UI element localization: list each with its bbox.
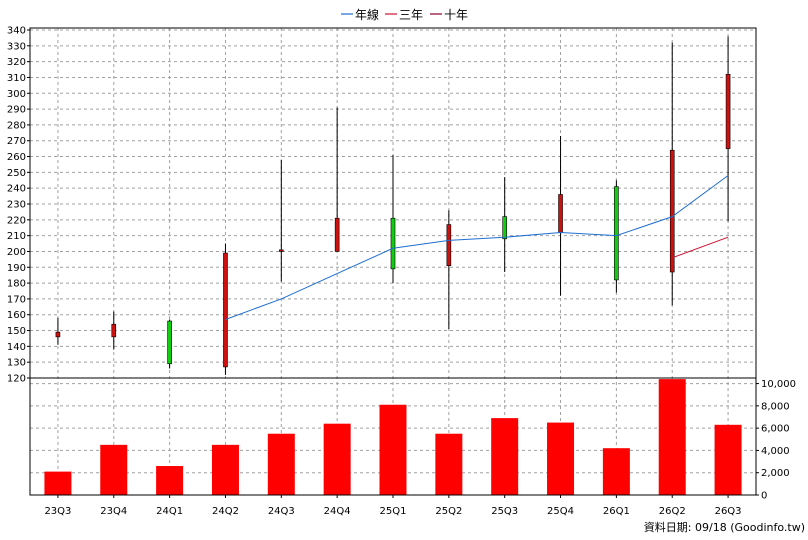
price-axis: 120 130 140 150 160 170 180 190 200 210 220 230 240 2…	[7, 26, 30, 385]
x-tick-label: 24Q2	[212, 506, 239, 517]
candle-body	[390, 217, 396, 270]
price-tick-label: 300	[7, 89, 26, 100]
volume-bar	[435, 433, 463, 495]
legend-label-three-year: 三年	[399, 8, 423, 22]
price-tick-label: 220	[7, 215, 26, 226]
price-tick-label: 340	[7, 26, 26, 37]
price-tick-label: 280	[7, 120, 26, 131]
volume-tick-label: 4,000	[761, 446, 790, 457]
volume-bar	[267, 433, 295, 495]
price-tick-label: 310	[7, 73, 26, 84]
volume-bar	[211, 444, 239, 495]
candle-body	[55, 331, 61, 338]
x-tick-label: 23Q4	[100, 506, 127, 517]
x-tick-label: 25Q3	[491, 506, 518, 517]
price-tick-label: 320	[7, 57, 26, 68]
volume-tick-label: 0	[761, 491, 767, 502]
volume-bar	[44, 471, 72, 495]
volume-tick-label: 10,000	[761, 379, 796, 390]
plot-frame	[29, 27, 757, 496]
candle-body	[111, 323, 117, 338]
candle-body	[223, 252, 228, 368]
legend-label-ten-year: 十年	[444, 8, 468, 22]
volume-axis: 0 2,000 4,000 6,000 8,000 10,000	[756, 379, 796, 502]
candle	[502, 177, 507, 273]
price-tick-label: 120	[7, 374, 26, 385]
volume-tick-label: 8,000	[761, 401, 790, 412]
x-tick-label: 24Q4	[324, 506, 351, 517]
volume-bar	[100, 444, 128, 495]
x-tick-label: 25Q1	[380, 506, 407, 517]
volume-bar	[379, 404, 407, 495]
price-tick-label: 330	[7, 41, 26, 52]
candles	[55, 36, 731, 375]
three-year-line	[672, 236, 729, 259]
candle-body	[279, 249, 284, 252]
price-tick-label: 230	[7, 200, 26, 211]
volume-bar	[658, 379, 686, 495]
price-tick-label: 260	[7, 152, 26, 163]
candle	[390, 154, 396, 284]
volume-tick-label: 6,000	[761, 424, 790, 435]
candle	[279, 159, 284, 282]
legend: 年線 三年 十年	[341, 7, 468, 22]
candle	[725, 36, 731, 222]
price-tick-label: 210	[7, 231, 26, 242]
price-tick-label: 270	[7, 136, 26, 147]
source-label: 資料日期: 09/18 (Goodinfo.tw)	[644, 520, 805, 534]
volume-bar	[156, 466, 184, 495]
candle	[55, 317, 61, 345]
candle	[446, 210, 452, 329]
candle	[614, 180, 619, 293]
volume-bar	[323, 423, 351, 495]
candle	[223, 243, 228, 375]
x-tick-label: 23Q3	[44, 506, 71, 517]
price-tick-label: 180	[7, 279, 26, 290]
price-tick-label: 240	[7, 184, 26, 195]
candle	[111, 311, 117, 350]
price-tick-label: 290	[7, 105, 26, 116]
moving-average-lines	[225, 175, 729, 320]
candle-body	[558, 194, 563, 233]
candle-body	[502, 216, 507, 240]
volume-bars	[44, 379, 742, 495]
price-tick-label: 160	[7, 310, 26, 321]
price-tick-label: 250	[7, 168, 26, 179]
candle-body	[446, 224, 452, 266]
x-tick-label: 26Q2	[659, 506, 686, 517]
volume-bar	[602, 448, 630, 495]
price-tick-label: 190	[7, 263, 26, 274]
legend-label-year: 年線	[355, 7, 379, 22]
price-tick-label: 130	[7, 358, 26, 369]
x-tick-label: 25Q2	[435, 506, 462, 517]
x-tick-label: 26Q3	[715, 506, 742, 517]
candle	[669, 42, 675, 306]
candle-body	[334, 217, 340, 252]
price-tick-label: 170	[7, 294, 26, 305]
candle-body	[669, 149, 675, 273]
price-tick-label: 150	[7, 326, 26, 337]
x-tick-label: 25Q4	[547, 506, 574, 517]
x-axis: 23Q3 23Q4 24Q1 24Q2 24Q3 24Q4 25Q1 25Q2 25Q3 25Q4…	[44, 495, 742, 517]
volume-tick-label: 2,000	[761, 468, 790, 479]
candle	[334, 107, 340, 252]
x-tick-label: 24Q3	[268, 506, 295, 517]
price-tick-label: 200	[7, 247, 26, 258]
volume-bar	[491, 418, 519, 495]
candle	[558, 135, 563, 296]
x-tick-label: 24Q1	[156, 506, 183, 517]
volume-bar	[547, 422, 575, 495]
candle-body	[725, 73, 731, 149]
x-tick-label: 26Q1	[603, 506, 630, 517]
volume-bar	[714, 424, 742, 495]
price-tick-label: 140	[7, 342, 26, 353]
candle-body	[167, 320, 172, 365]
candle	[167, 319, 172, 369]
year-line	[225, 175, 729, 320]
candle-body	[614, 186, 619, 281]
